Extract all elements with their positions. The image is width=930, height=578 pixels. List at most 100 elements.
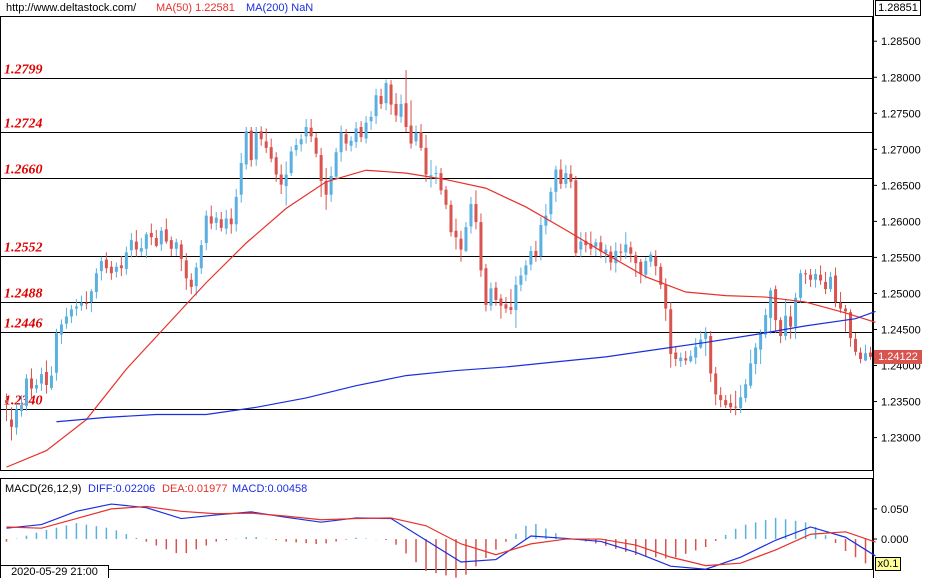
candle-body bbox=[119, 265, 123, 269]
candle-body bbox=[149, 232, 153, 238]
candle-body bbox=[614, 250, 618, 264]
candle-body bbox=[314, 137, 318, 154]
candle-body bbox=[494, 287, 498, 300]
candle-body bbox=[454, 230, 458, 238]
candle-body bbox=[194, 267, 198, 287]
candle-body bbox=[659, 266, 663, 285]
candle-body bbox=[554, 169, 558, 192]
candle-body bbox=[244, 131, 248, 165]
candle-body bbox=[534, 250, 538, 256]
y-tick-label: 1.26000 bbox=[881, 216, 921, 228]
candle-body bbox=[574, 180, 578, 254]
candle-body bbox=[449, 204, 453, 233]
zoom-box[interactable]: x0.1 bbox=[875, 557, 901, 571]
candle-body bbox=[594, 242, 598, 247]
macd-label: MACD(26,12,9) bbox=[5, 483, 82, 495]
candle-body bbox=[864, 353, 868, 361]
candle-body bbox=[784, 315, 788, 336]
macd-dea-line bbox=[6, 505, 876, 567]
macd-hist-value: MACD:0.00458 bbox=[232, 483, 308, 495]
candle-body bbox=[164, 229, 168, 242]
y-tick-label: 1.26500 bbox=[881, 180, 921, 192]
candle-body bbox=[279, 174, 283, 185]
macd-dea-value: DEA:0.01977 bbox=[162, 483, 228, 495]
candle-body bbox=[479, 222, 483, 271]
candle-body bbox=[219, 219, 223, 228]
level-label: 1.2724 bbox=[4, 117, 43, 132]
candle-body bbox=[14, 409, 18, 428]
candle-body bbox=[769, 290, 773, 318]
candle-body bbox=[504, 304, 508, 309]
candle-body bbox=[264, 141, 268, 148]
candle-body bbox=[284, 174, 288, 187]
candle-body bbox=[24, 378, 28, 406]
candle-body bbox=[344, 134, 348, 144]
candle-body bbox=[174, 242, 178, 249]
candle-body bbox=[734, 406, 738, 408]
candle-body bbox=[74, 306, 78, 309]
candle-body bbox=[239, 163, 243, 195]
candle-body bbox=[694, 346, 698, 358]
candle-body bbox=[844, 308, 848, 312]
candle-body bbox=[709, 335, 713, 374]
candle-body bbox=[409, 125, 413, 144]
candle-body bbox=[204, 215, 208, 243]
candle-body bbox=[104, 259, 108, 269]
source-url: http://www.deltastock.com/ bbox=[6, 2, 137, 14]
candle-body bbox=[724, 400, 728, 406]
candle-body bbox=[649, 254, 653, 262]
candle-body bbox=[144, 234, 148, 249]
candle-body bbox=[329, 175, 333, 195]
y-tick-label: 1.28000 bbox=[881, 72, 921, 84]
candle-body bbox=[154, 237, 158, 246]
candle-body bbox=[654, 256, 658, 267]
candle-body bbox=[789, 316, 793, 327]
level-label: 1.2488 bbox=[4, 287, 43, 302]
candle-body bbox=[359, 126, 363, 138]
candle-body bbox=[94, 273, 98, 293]
candle-body bbox=[34, 384, 38, 389]
candle-body bbox=[759, 333, 763, 350]
candle-body bbox=[364, 122, 368, 139]
candle-body bbox=[299, 139, 303, 145]
candle-body bbox=[254, 132, 258, 160]
candle-body bbox=[64, 316, 68, 324]
candle-body bbox=[334, 152, 338, 177]
candle-body bbox=[434, 173, 438, 175]
candle-body bbox=[304, 126, 308, 137]
candle-body bbox=[669, 309, 673, 354]
candle-body bbox=[309, 127, 313, 137]
candle-body bbox=[794, 297, 798, 327]
candle-body bbox=[549, 191, 553, 215]
candle-body bbox=[354, 128, 358, 143]
candle-body bbox=[249, 130, 253, 161]
candle-body bbox=[799, 273, 803, 298]
candle-body bbox=[764, 315, 768, 335]
candle-body bbox=[89, 291, 93, 303]
ma50-value: 1.22581 bbox=[195, 2, 235, 14]
candle-body bbox=[404, 103, 408, 127]
candle-body bbox=[529, 250, 533, 265]
level-label: 1.2340 bbox=[4, 394, 43, 409]
candle-body bbox=[399, 103, 403, 117]
candle-body bbox=[499, 298, 503, 306]
candle-body bbox=[619, 251, 623, 253]
candle-body bbox=[414, 132, 418, 142]
candle-body bbox=[679, 357, 683, 362]
candle-body bbox=[374, 95, 378, 117]
candle-body bbox=[424, 147, 428, 175]
candle-body bbox=[809, 274, 813, 280]
level-label: 1.2552 bbox=[4, 241, 43, 256]
candle-body bbox=[634, 255, 638, 264]
candle-body bbox=[269, 147, 273, 159]
ma50-label: MA(50) bbox=[156, 2, 193, 14]
candle-body bbox=[319, 155, 323, 182]
candle-body bbox=[159, 230, 163, 245]
candle-body bbox=[664, 284, 668, 309]
candle-body bbox=[714, 373, 718, 395]
candle-body bbox=[384, 83, 388, 104]
y-tick-label: 1.24500 bbox=[881, 324, 921, 336]
ma50-line bbox=[6, 169, 876, 468]
